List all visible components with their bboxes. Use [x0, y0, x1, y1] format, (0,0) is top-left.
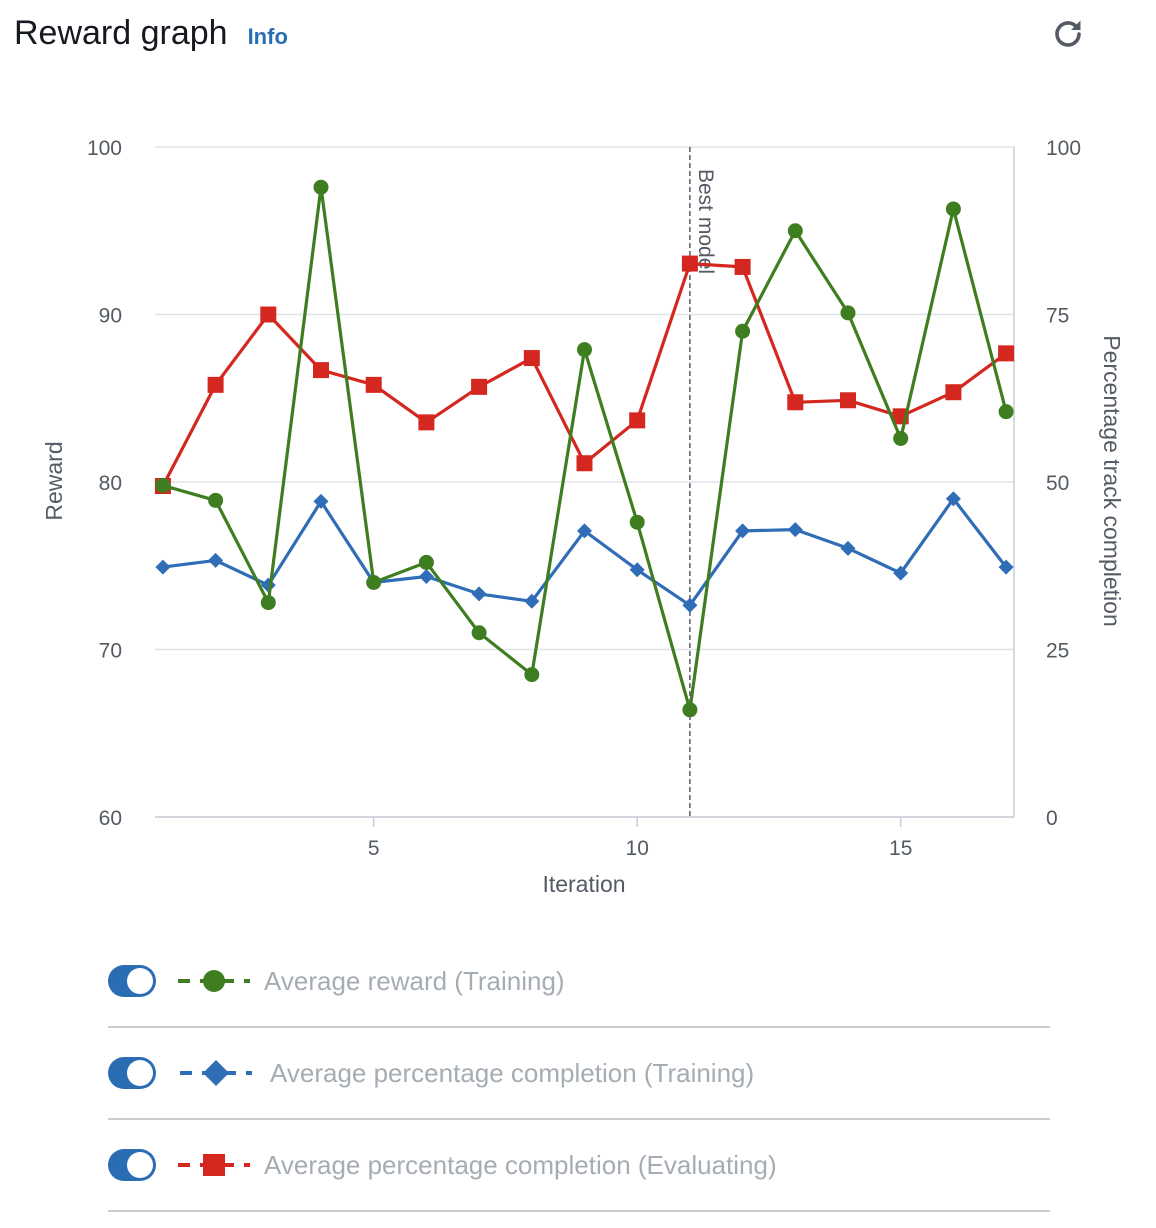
data-point-diamond: [682, 597, 698, 613]
legend: Average reward (Training) Average percen…: [108, 936, 1050, 1212]
y2-tick-label: 0: [1046, 807, 1058, 830]
data-point-square: [207, 376, 224, 393]
y-tick-label: 90: [99, 305, 122, 328]
data-point-square: [576, 455, 593, 472]
y-tick-label: 70: [99, 640, 122, 663]
data-point-diamond: [208, 552, 224, 568]
data-point-diamond: [735, 523, 751, 539]
toggle-knob: [127, 1060, 153, 1086]
data-point-circle: [840, 305, 856, 321]
series-line-square: [161, 262, 1008, 487]
data-point-diamond: [945, 491, 961, 507]
data-point-circle: [682, 702, 698, 718]
legend-key-circle-icon: [178, 970, 250, 992]
data-point-diamond: [577, 523, 592, 539]
refresh-button[interactable]: [1048, 14, 1088, 54]
data-point-square: [523, 350, 540, 367]
info-link[interactable]: Info: [247, 24, 288, 49]
data-point-diamond: [629, 562, 645, 578]
data-point-circle: [787, 223, 803, 239]
data-point-circle: [893, 430, 909, 446]
y2-tick-label: 100: [1046, 137, 1081, 160]
data-point-square: [839, 392, 856, 409]
data-point-circle: [366, 575, 382, 590]
data-point-square: [998, 345, 1015, 362]
data-point-square: [313, 362, 330, 379]
series-layer: [154, 179, 1015, 718]
data-point-diamond: [787, 522, 803, 538]
legend-row-average-reward: Average reward (Training): [108, 936, 1050, 1028]
data-point-diamond: [840, 540, 856, 556]
data-point-circle: [471, 625, 487, 641]
series-line-circle: [162, 185, 1008, 712]
data-point-square: [629, 412, 646, 429]
y-tick-label: 60: [99, 807, 122, 830]
data-point-square: [787, 394, 804, 411]
data-point-circle: [629, 514, 645, 530]
toggle-average-reward[interactable]: [108, 965, 156, 997]
data-point-circle: [418, 554, 434, 570]
data-point-diamond: [155, 559, 171, 575]
best-model-label: Best model: [694, 169, 717, 274]
data-point-square: [945, 384, 962, 401]
y2-tick-label: 25: [1046, 640, 1069, 663]
data-point-square: [365, 376, 382, 393]
legend-label-completion-training: Average percentage completion (Training): [270, 1057, 755, 1088]
data-point-diamond: [471, 586, 487, 602]
legend-key-square-icon: [178, 1154, 250, 1176]
x-tick-label: 10: [626, 837, 649, 860]
data-point-diamond: [998, 559, 1014, 575]
refresh-icon: [1055, 20, 1081, 47]
reward-chart: 60 70 80 90 100 0 25 50 75 100 5 10 15 Best model It…: [0, 100, 1156, 920]
y2-tick-label: 75: [1046, 305, 1069, 328]
y-tick-label: 100: [87, 137, 122, 160]
data-point-diamond: [524, 593, 540, 609]
data-point-diamond: [418, 568, 434, 584]
data-point-circle: [735, 323, 751, 339]
legend-label-completion-evaluating: Average percentage completion (Evaluatin…: [264, 1149, 777, 1180]
data-point-square: [734, 258, 751, 275]
y-tick-label: 80: [99, 472, 122, 495]
data-point-square: [260, 306, 277, 323]
reward-chart-svg: 60 70 80 90 100 0 25 50 75 100 5 10 15 Best model It…: [41, 137, 1125, 897]
legend-row-completion-evaluating: Average percentage completion (Evaluatin…: [108, 1120, 1050, 1212]
data-point-circle: [524, 667, 540, 683]
data-point-circle: [260, 595, 276, 611]
series-line-diamond: [162, 497, 1008, 607]
legend-row-completion-training: Average percentage completion (Training): [108, 1028, 1050, 1120]
data-point-square: [471, 378, 488, 395]
data-point-diamond: [893, 565, 909, 581]
data-point-circle: [945, 201, 961, 217]
toggle-knob: [127, 968, 153, 994]
data-point-circle: [998, 404, 1014, 420]
y-axis-label: Reward: [41, 441, 67, 520]
data-point-circle: [577, 342, 592, 358]
data-point-circle: [208, 492, 224, 508]
y2-tick-label: 50: [1046, 472, 1069, 495]
page-title: Reward graph: [14, 14, 228, 52]
data-point-circle: [313, 179, 329, 195]
data-point-diamond: [313, 493, 329, 509]
legend-key-diamond-icon: [180, 1060, 252, 1086]
data-point-square: [418, 414, 435, 431]
best-model-layer: Best model: [689, 147, 717, 817]
x-tick-label: 5: [368, 837, 380, 860]
x-tick-label: 15: [889, 837, 912, 860]
panel-header: Reward graph Info: [14, 14, 288, 58]
toggle-completion-training[interactable]: [108, 1057, 156, 1089]
legend-label-average-reward: Average reward (Training): [264, 965, 565, 996]
y2-axis-label: Percentage track completion: [1099, 335, 1125, 627]
toggle-completion-evaluating[interactable]: [108, 1149, 156, 1181]
data-point-circle: [155, 477, 171, 493]
x-axis-label: Iteration: [542, 871, 625, 897]
axis-layer: 60 70 80 90 100 0 25 50 75 100 5 10 15: [87, 137, 1081, 860]
toggle-knob: [127, 1152, 153, 1178]
data-point-square: [681, 255, 698, 272]
